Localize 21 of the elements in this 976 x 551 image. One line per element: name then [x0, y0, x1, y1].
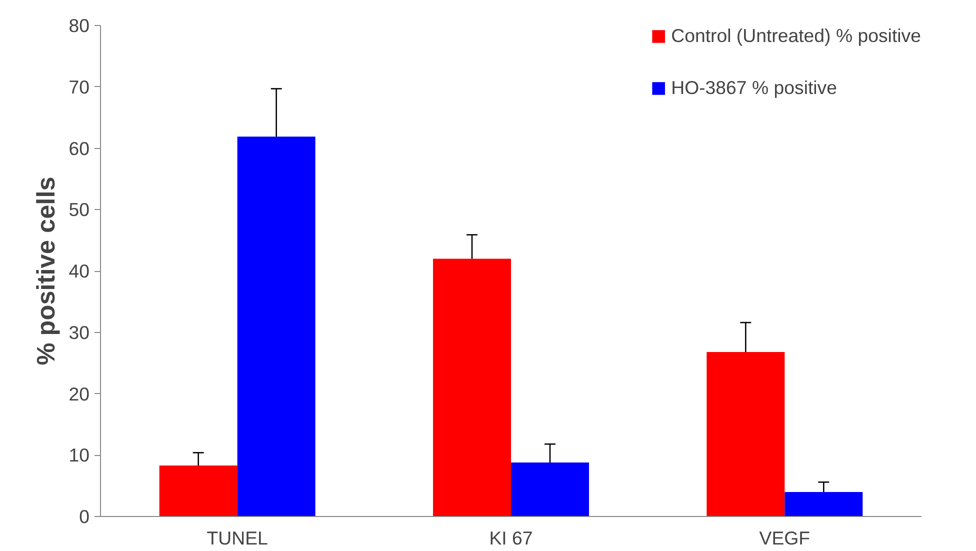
- x-tick-label: TUNEL: [206, 528, 268, 548]
- legend-label: HO-3867 % positive: [671, 77, 838, 99]
- y-tick-label: 70: [68, 76, 90, 98]
- y-tick-label: 30: [68, 322, 90, 343]
- bar: [706, 352, 785, 516]
- x-tick-label: VEGF: [759, 528, 810, 548]
- y-tick-label: 10: [68, 444, 90, 466]
- bar: [159, 466, 238, 516]
- y-tick-label: 40: [68, 260, 90, 282]
- y-axis-title: % positive cells: [32, 176, 61, 366]
- y-tick-label: 80: [68, 15, 90, 36]
- bar: [784, 492, 863, 516]
- legend-label: Control (Untreated) % positive: [671, 25, 921, 47]
- bar: [237, 136, 316, 516]
- y-tick-label: 50: [68, 199, 90, 220]
- y-tick-label: 60: [68, 138, 90, 159]
- x-tick-label: KI 67: [489, 528, 533, 548]
- bar: [433, 258, 511, 516]
- bar: [511, 462, 589, 516]
- y-tick-label: 20: [68, 383, 90, 404]
- y-tick-label: 0: [79, 506, 90, 527]
